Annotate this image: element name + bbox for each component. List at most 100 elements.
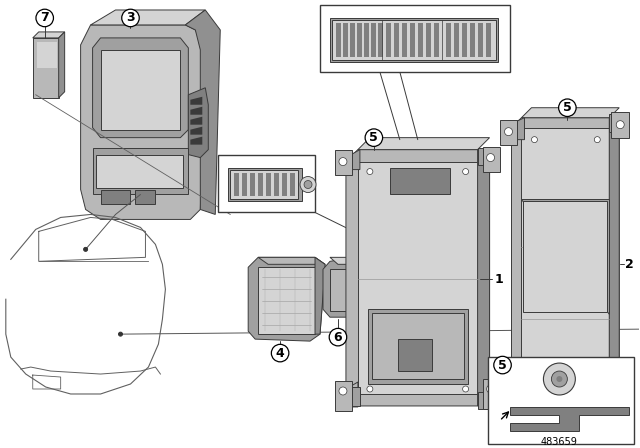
Polygon shape — [434, 23, 438, 57]
Text: 483659: 483659 — [541, 437, 578, 447]
Text: 2: 2 — [625, 258, 634, 271]
Polygon shape — [100, 50, 180, 129]
Polygon shape — [483, 379, 500, 409]
Polygon shape — [190, 107, 202, 115]
Polygon shape — [250, 172, 255, 197]
Circle shape — [84, 247, 88, 251]
Polygon shape — [368, 309, 468, 384]
Polygon shape — [332, 20, 495, 60]
Polygon shape — [509, 407, 629, 431]
Polygon shape — [190, 97, 202, 105]
Polygon shape — [190, 127, 202, 135]
Polygon shape — [394, 23, 399, 57]
Polygon shape — [218, 155, 315, 212]
Polygon shape — [330, 257, 362, 264]
Polygon shape — [323, 257, 362, 317]
Polygon shape — [242, 172, 247, 197]
Polygon shape — [136, 190, 156, 204]
Circle shape — [552, 371, 568, 387]
Polygon shape — [346, 382, 358, 407]
Polygon shape — [258, 267, 315, 334]
Polygon shape — [500, 120, 518, 145]
Circle shape — [504, 128, 513, 136]
Polygon shape — [346, 387, 360, 406]
Polygon shape — [357, 23, 362, 57]
Polygon shape — [410, 23, 415, 57]
Polygon shape — [266, 172, 271, 197]
Circle shape — [339, 387, 347, 395]
Polygon shape — [426, 23, 431, 57]
Polygon shape — [335, 150, 352, 175]
Circle shape — [595, 386, 600, 392]
Polygon shape — [477, 150, 490, 406]
Polygon shape — [486, 23, 491, 57]
Circle shape — [118, 332, 122, 336]
Polygon shape — [477, 148, 492, 164]
Circle shape — [304, 181, 312, 189]
Polygon shape — [190, 137, 202, 145]
Circle shape — [595, 137, 600, 142]
Polygon shape — [500, 387, 518, 412]
Polygon shape — [511, 118, 524, 140]
Polygon shape — [335, 381, 352, 411]
Polygon shape — [477, 23, 483, 57]
Circle shape — [367, 386, 373, 392]
Polygon shape — [483, 146, 500, 172]
Text: 7: 7 — [40, 12, 49, 25]
Polygon shape — [477, 392, 492, 409]
Polygon shape — [346, 150, 490, 406]
Polygon shape — [386, 23, 391, 57]
Polygon shape — [228, 168, 302, 202]
Polygon shape — [315, 257, 325, 334]
Polygon shape — [461, 23, 467, 57]
Polygon shape — [258, 257, 325, 264]
Polygon shape — [522, 199, 609, 314]
Polygon shape — [445, 23, 451, 57]
Polygon shape — [378, 23, 383, 57]
Circle shape — [486, 154, 495, 162]
Polygon shape — [91, 10, 205, 25]
Polygon shape — [358, 138, 490, 150]
Polygon shape — [470, 23, 475, 57]
Polygon shape — [290, 172, 295, 197]
Polygon shape — [59, 32, 65, 98]
Polygon shape — [609, 118, 620, 409]
Polygon shape — [320, 5, 509, 72]
Polygon shape — [402, 23, 407, 57]
Polygon shape — [258, 172, 263, 197]
Polygon shape — [282, 172, 287, 197]
Polygon shape — [33, 32, 65, 38]
Circle shape — [543, 363, 575, 395]
Circle shape — [463, 386, 468, 392]
Polygon shape — [522, 108, 620, 118]
Polygon shape — [343, 23, 348, 57]
Polygon shape — [364, 23, 369, 57]
Polygon shape — [609, 114, 623, 132]
Polygon shape — [346, 150, 360, 169]
Polygon shape — [100, 190, 131, 204]
Polygon shape — [274, 172, 279, 197]
Polygon shape — [350, 23, 355, 57]
Polygon shape — [488, 357, 634, 444]
Polygon shape — [33, 38, 59, 98]
Text: 5: 5 — [563, 101, 572, 114]
Polygon shape — [81, 25, 205, 220]
Text: 5: 5 — [498, 358, 507, 371]
Polygon shape — [372, 313, 463, 379]
Polygon shape — [336, 23, 341, 57]
Polygon shape — [93, 148, 188, 194]
Polygon shape — [524, 202, 607, 312]
Text: 6: 6 — [333, 331, 342, 344]
Polygon shape — [188, 88, 208, 158]
Polygon shape — [522, 128, 609, 399]
Polygon shape — [398, 339, 432, 371]
Polygon shape — [358, 162, 477, 394]
Polygon shape — [186, 10, 220, 215]
Polygon shape — [230, 169, 298, 199]
Polygon shape — [454, 23, 459, 57]
Circle shape — [504, 395, 513, 403]
Polygon shape — [234, 172, 239, 197]
Polygon shape — [371, 23, 376, 57]
Circle shape — [531, 386, 538, 392]
Polygon shape — [190, 116, 202, 125]
